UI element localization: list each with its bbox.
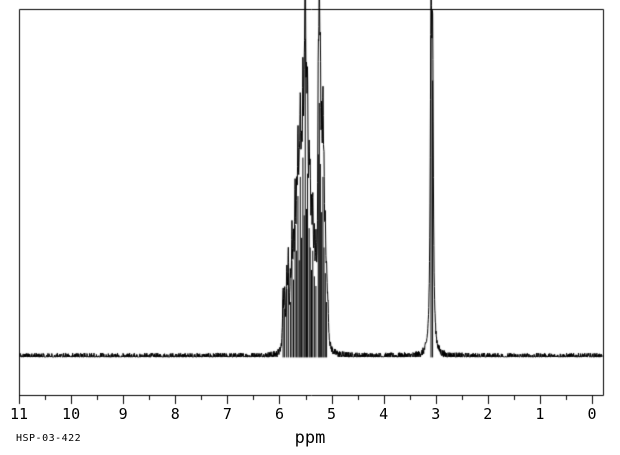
x-tick-label: 11 [9,405,29,423]
x-tick-label: 8 [170,405,180,423]
sample-id-label: HSP-03-422 [16,433,82,444]
x-tick-label: 5 [327,405,337,423]
x-tick-label: 6 [274,405,284,423]
x-tick-label: 3 [431,405,441,423]
x-tick-label: 7 [222,405,232,423]
x-axis-title: ppm [294,428,326,448]
x-tick-label: 10 [62,405,81,423]
x-tick-label: 4 [379,405,389,423]
x-tick-label: 2 [483,405,493,423]
x-tick-label: 0 [587,405,597,423]
x-tick-label: 1 [535,405,545,423]
x-tick-label: 9 [118,405,128,423]
